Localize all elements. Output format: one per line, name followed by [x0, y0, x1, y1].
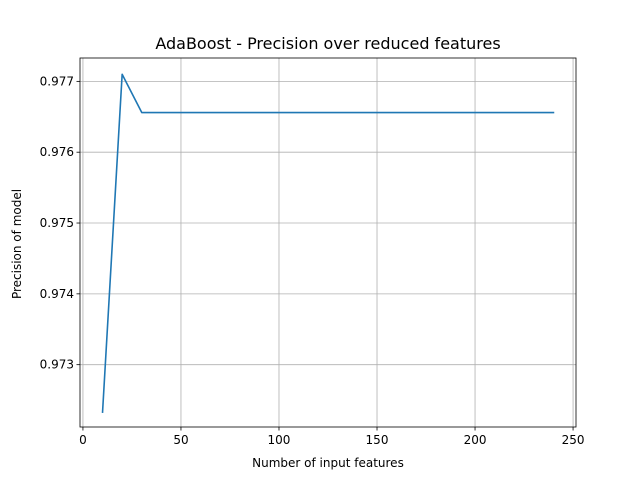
plot-frame: [79, 57, 577, 428]
x-tick-label: 200: [464, 433, 487, 447]
x-tick-label: 100: [268, 433, 291, 447]
series-line: [101, 73, 555, 413]
x-tick-label: 150: [366, 433, 389, 447]
chart-title: AdaBoost - Precision over reduced featur…: [155, 34, 500, 53]
x-tick-label: 50: [173, 433, 188, 447]
x-tick-label: 0: [79, 433, 87, 447]
y-axis-label: Precision of model: [10, 189, 24, 299]
y-tick-label: 0.974: [40, 287, 74, 301]
y-tick-label: 0.973: [40, 358, 74, 372]
grid: [80, 58, 576, 427]
x-tick-label: 250: [562, 433, 585, 447]
y-tick-label: 0.977: [40, 74, 74, 88]
series-layer: [101, 73, 555, 413]
y-tick-label: 0.976: [40, 145, 74, 159]
x-axis-label: Number of input features: [252, 456, 404, 470]
axis-ticks: 0 50 100 150 200 250 0.973 0.974 0.975 0.976 0.977: [40, 74, 585, 447]
y-tick-label: 0.975: [40, 216, 74, 230]
